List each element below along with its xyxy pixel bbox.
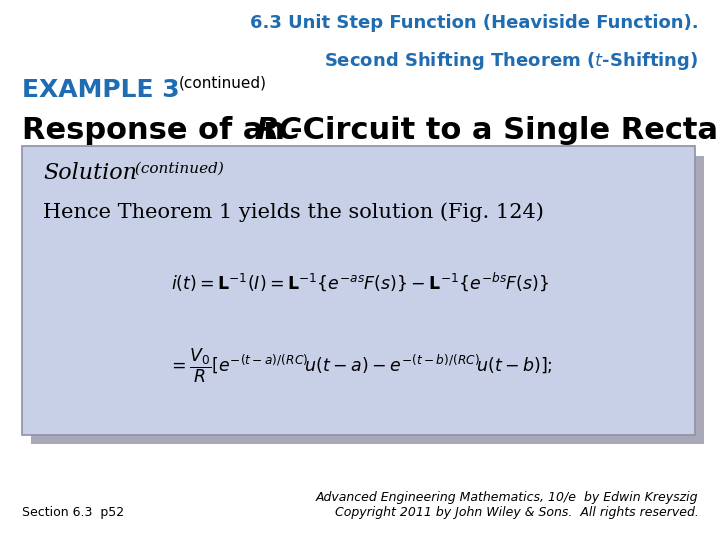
Text: RC: RC xyxy=(256,116,302,145)
Text: EXAMPLE 3: EXAMPLE 3 xyxy=(22,78,179,102)
Text: Advanced Engineering Mathematics, 10/e  by Edwin Kreyszig
Copyright 2011 by John: Advanced Engineering Mathematics, 10/e b… xyxy=(316,491,698,519)
Text: -Circuit to a Single Rectangular Wave: -Circuit to a Single Rectangular Wave xyxy=(290,116,720,145)
FancyBboxPatch shape xyxy=(22,146,695,435)
Text: (continued): (continued) xyxy=(130,162,224,176)
Text: Second Shifting Theorem ($t$-Shifting): Second Shifting Theorem ($t$-Shifting) xyxy=(324,50,698,72)
Text: Response of an: Response of an xyxy=(22,116,295,145)
Text: Section 6.3  p52: Section 6.3 p52 xyxy=(22,507,124,519)
Text: $= \dfrac{V_0}{R}\left[e^{-(t-a)/(RC)}\!u(t-a) - e^{-(t-b)/(RC)}\!u(t-b)\right];: $= \dfrac{V_0}{R}\left[e^{-(t-a)/(RC)}\!… xyxy=(168,347,552,385)
Text: Solution: Solution xyxy=(43,162,138,184)
Text: Hence Theorem 1 yields the solution (Fig. 124): Hence Theorem 1 yields the solution (Fig… xyxy=(43,202,544,222)
Text: 6.3 Unit Step Function (Heaviside Function).: 6.3 Unit Step Function (Heaviside Functi… xyxy=(250,14,698,31)
FancyBboxPatch shape xyxy=(31,156,704,444)
Text: $i(t) = \mathbf{L}^{-1}(I) = \mathbf{L}^{-1}\left\{e^{-as}F(s)\right\} - \mathbf: $i(t) = \mathbf{L}^{-1}(I) = \mathbf{L}^… xyxy=(171,270,549,293)
Text: (continued): (continued) xyxy=(179,76,266,91)
